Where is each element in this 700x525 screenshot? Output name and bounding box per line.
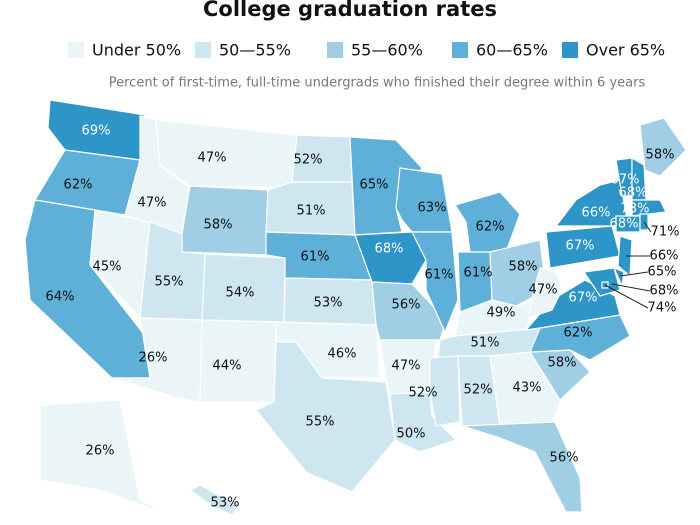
value-label: 45% [93,260,122,275]
value-label: 71% [651,225,680,240]
value-label: 67% [566,239,595,254]
value-label: 47% [138,196,167,211]
map-title: College graduation rates [203,0,497,21]
value-label: 66% [582,206,611,221]
legend-label: Over 65% [586,41,665,60]
region [615,215,641,233]
value-label: 26% [86,444,115,459]
value-label: 58% [204,218,233,233]
value-label: 56% [550,451,579,466]
region [617,235,633,278]
leader-line [611,283,651,292]
legend-label: 60—65% [476,41,548,60]
legend-swatch [562,42,578,58]
value-label: 65% [648,265,677,280]
regions [24,99,687,517]
value-label: 53% [314,296,343,311]
value-label: 66% [650,249,679,264]
value-label: 51% [471,336,500,351]
region [489,239,547,307]
value-label: 52% [294,153,323,168]
region [429,355,461,427]
value-label: 68% [375,242,404,257]
value-label: 67% [569,291,598,306]
value-label: 43% [513,381,542,396]
labels: 69% 62% 64% 45% 47% 47% 58% 55% 26% 54% 44% 52% 51% 6… [46,124,680,511]
value-label: 65% [360,178,389,193]
value-label: 61% [425,268,454,283]
region [39,399,173,517]
value-label: 26% [139,351,168,366]
value-label: 47% [529,283,558,298]
value-label: 58% [509,260,538,275]
legend-swatch [452,42,468,58]
region [181,185,269,256]
value-label: 69% [82,124,111,139]
value-label: 50% [397,427,426,442]
legend-swatch [195,42,211,58]
value-label: 49% [487,306,516,321]
value-label: 61% [464,266,493,281]
value-label: 58% [548,356,577,371]
value-label: 68% [619,186,648,201]
value-label: 64% [46,290,75,305]
value-label: 56% [392,298,421,313]
value-label: 63% [418,201,447,216]
region [411,231,459,334]
region [631,199,667,217]
region [354,231,427,285]
legend: Under 50% 50—55% 55—60% 60—65% Over 65% [68,41,665,60]
legend-swatch [327,42,343,58]
region [255,341,396,493]
value-label: 68% [650,284,679,299]
value-label: 47% [392,359,421,374]
value-label: 46% [328,347,357,362]
value-label: 73% [621,202,650,217]
legend-swatch [68,42,84,58]
value-label: 62% [476,220,505,235]
leader-line [604,284,649,309]
value-label: 47% [198,151,227,166]
region [155,119,298,189]
subtitle: Percent of first-time, full-time undergr… [109,76,646,91]
value-label: 61% [301,250,330,265]
region [188,484,241,516]
region [639,117,687,177]
leader-line [643,221,652,233]
legend-label: 55—60% [351,41,423,60]
value-label: 51% [297,204,326,219]
value-label: 58% [646,148,675,163]
value-label: 55% [306,415,335,430]
leader-line [619,271,649,277]
value-label: 74% [648,301,677,316]
value-label: 52% [409,386,438,401]
value-label: 53% [211,496,240,511]
region [612,266,625,289]
region [489,351,561,427]
region [461,421,583,513]
legend-label: Under 50% [92,41,181,60]
value-label: 68% [610,217,639,232]
value-label: 52% [464,383,493,398]
value-label: 62% [564,326,593,341]
value-label: 67% [611,173,640,188]
value-label: 54% [226,286,255,301]
value-label: 62% [64,178,93,193]
value-label: 44% [213,359,242,374]
value-label: 55% [155,275,184,290]
legend-label: 50—55% [219,41,291,60]
region [527,267,563,319]
